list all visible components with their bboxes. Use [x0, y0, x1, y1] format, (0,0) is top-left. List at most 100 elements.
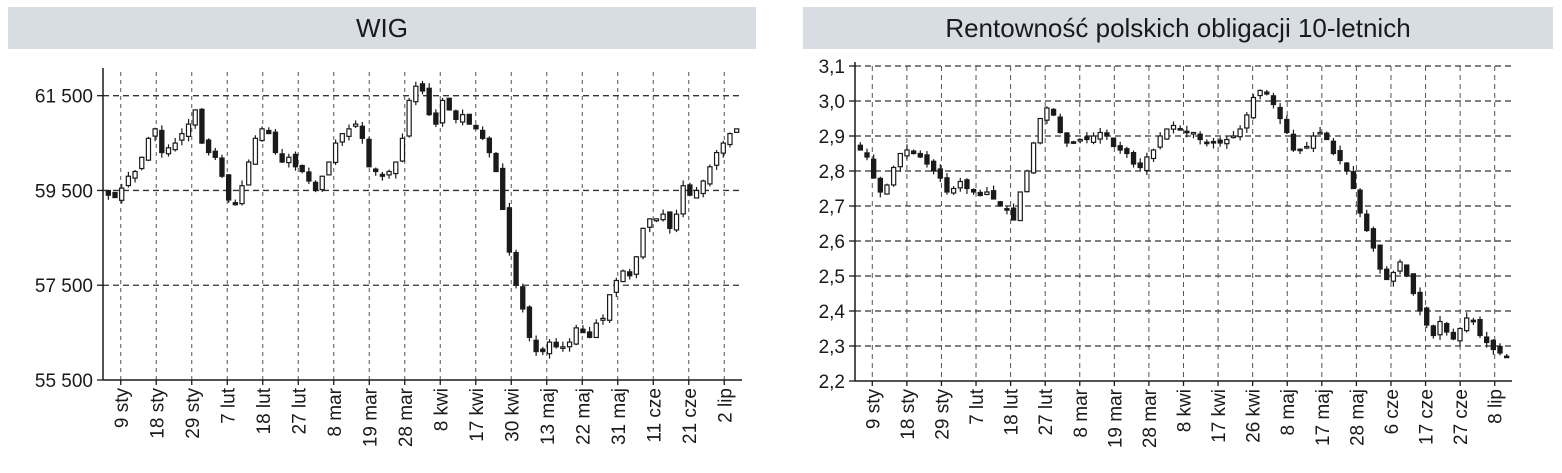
- candle-body: [904, 149, 910, 157]
- x-tick-label: 29 sty: [183, 388, 204, 439]
- candle-body: [580, 328, 586, 334]
- candle-body: [1230, 135, 1237, 139]
- candle-body: [613, 279, 620, 293]
- candle-body: [1017, 191, 1023, 222]
- candle-body: [1490, 339, 1497, 351]
- candle-body: [667, 211, 673, 229]
- candle-body: [937, 168, 943, 179]
- candle-body: [586, 331, 593, 338]
- candle-body: [870, 158, 877, 179]
- candle-body: [526, 306, 533, 338]
- candle-body: [640, 227, 646, 258]
- candle-body: [1190, 131, 1197, 135]
- candle-body: [884, 184, 890, 195]
- y-tick-label: 59 500: [35, 181, 93, 202]
- candle-body: [386, 170, 392, 176]
- x-tick-label: 28 mar: [1140, 388, 1161, 448]
- candle-body: [1370, 228, 1377, 249]
- candle-body: [553, 341, 559, 348]
- candle-body: [693, 189, 700, 199]
- candle-body: [520, 286, 526, 310]
- x-tick-label: 27 lut: [289, 387, 310, 434]
- candle-body: [680, 185, 686, 215]
- candle-body: [1157, 135, 1163, 148]
- candle-body: [1097, 131, 1103, 140]
- candle-body: [1077, 138, 1083, 142]
- candle-body: [877, 177, 883, 193]
- x-tick-label: 30 kwi: [502, 388, 523, 442]
- x-tick-label: 21 cze: [680, 388, 701, 444]
- x-tick-label: 27 lut: [1036, 388, 1057, 435]
- candle-body: [272, 131, 279, 154]
- candle-body: [1030, 142, 1037, 174]
- candle-body: [132, 170, 138, 179]
- candle-body: [600, 317, 606, 321]
- candle-body: [419, 83, 426, 92]
- candle-body: [653, 218, 660, 222]
- candle-body: [199, 108, 205, 144]
- candle-body: [292, 153, 299, 168]
- candle-body: [1384, 268, 1390, 281]
- x-tick-label: 28 maj: [1347, 389, 1368, 446]
- candle-body: [246, 161, 252, 186]
- candle-body: [1417, 291, 1423, 312]
- candle-body: [1330, 140, 1337, 155]
- candle-body: [1237, 128, 1243, 138]
- candle-body: [225, 174, 232, 201]
- candle-body: [1257, 89, 1263, 97]
- candle-body: [1117, 145, 1123, 151]
- candle-body: [540, 348, 546, 353]
- candle-body: [346, 128, 352, 137]
- candle-body: [1137, 162, 1143, 169]
- candle-body: [319, 175, 325, 191]
- candle-body: [1177, 127, 1183, 131]
- candle-body: [620, 270, 626, 283]
- candle-body: [446, 97, 452, 111]
- y-tick-label: 2,2: [819, 372, 845, 393]
- candle-body: [1250, 96, 1257, 119]
- candle-body: [1424, 307, 1430, 326]
- x-tick-label: 9 sty: [863, 389, 884, 430]
- y-tick-label: 55 500: [35, 371, 93, 392]
- candle-body: [359, 125, 366, 139]
- x-tick-label: 8 lip: [1486, 389, 1507, 424]
- candle-body: [506, 207, 513, 253]
- y-tick-label: 61 500: [35, 87, 93, 108]
- candle-body: [479, 129, 486, 139]
- candle-body: [352, 123, 359, 127]
- candle-body: [312, 181, 319, 192]
- candle-body: [1297, 148, 1303, 152]
- candle-body: [1357, 189, 1363, 214]
- candle-body: [566, 341, 573, 348]
- candle-body: [1317, 131, 1323, 135]
- candle-body: [125, 175, 132, 187]
- y-tick-label: 2,7: [819, 197, 845, 218]
- candle-body: [707, 166, 713, 185]
- y-tick-label: 2,4: [819, 302, 846, 323]
- candle-body: [1204, 141, 1210, 145]
- candle-body: [306, 171, 312, 182]
- x-tick-label: 29 sty: [932, 389, 953, 440]
- candle-body: [1084, 136, 1090, 141]
- candle-body: [647, 218, 653, 228]
- candle-body: [1430, 325, 1437, 337]
- candle-body: [1284, 118, 1290, 134]
- candle-body: [1004, 208, 1010, 211]
- candle-body: [1377, 244, 1383, 270]
- candle-body: [910, 150, 917, 155]
- candle-body: [984, 191, 990, 196]
- bond-yield-chart-title: Rentowność polskich obligacji 10-letnich: [803, 7, 1553, 49]
- candle-body: [560, 346, 566, 349]
- candle-body: [1277, 106, 1283, 120]
- candle-body: [1344, 162, 1350, 172]
- candle-body: [1404, 264, 1410, 277]
- candle-body: [439, 99, 446, 124]
- candle-body: [1210, 140, 1217, 144]
- candle-body: [339, 133, 345, 143]
- candle-body: [379, 173, 386, 177]
- candle-body: [486, 137, 493, 154]
- candle-body: [112, 191, 118, 199]
- candle-body: [1037, 117, 1043, 144]
- x-tick-label: 8 maj: [1278, 389, 1299, 435]
- candle-body: [205, 139, 212, 154]
